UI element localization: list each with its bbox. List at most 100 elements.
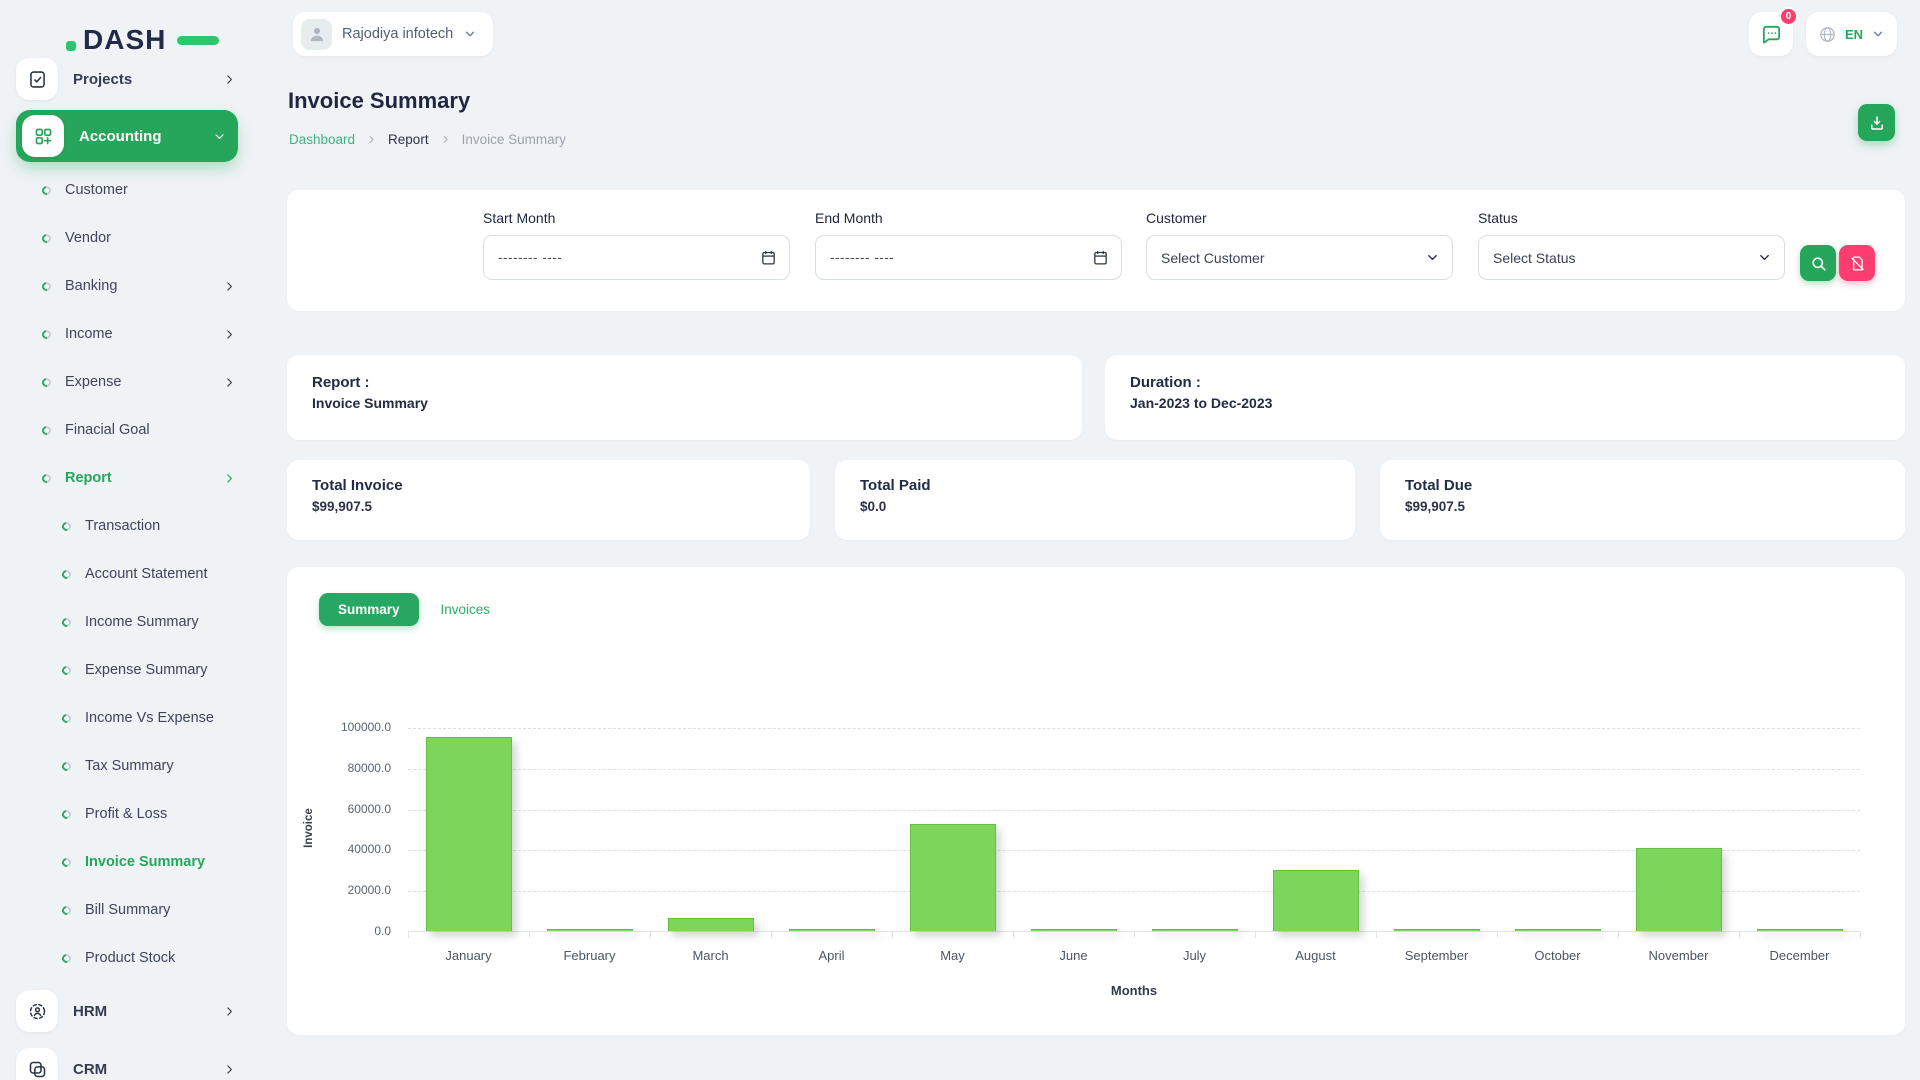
chevron-down-icon <box>1425 250 1440 265</box>
app-window: DASH Rajodiya infotech 0 EN Pro <box>0 0 1920 1080</box>
x-axis-tick <box>1376 931 1377 938</box>
sidebar-item-label: Bill Summary <box>85 902 170 918</box>
sidebar-item-income[interactable]: Income <box>16 310 238 358</box>
bar-may[interactable] <box>910 824 996 931</box>
bullet-icon <box>60 904 73 917</box>
total-paid-value: $0.0 <box>860 499 1330 514</box>
chevron-right-icon <box>223 328 236 341</box>
bar-july[interactable] <box>1152 929 1238 931</box>
x-axis-tick <box>771 931 772 938</box>
end-month-input[interactable] <box>815 235 1122 280</box>
calendar-icon[interactable] <box>1092 249 1109 266</box>
duration-value: Jan-2023 to Dec-2023 <box>1130 395 1880 411</box>
clear-filter-button[interactable] <box>1839 245 1875 281</box>
x-axis-label-february: February <box>529 948 650 963</box>
chevron-down-icon <box>463 27 477 41</box>
notification-badge: 0 <box>1779 7 1798 26</box>
x-axis-tick <box>1497 931 1498 938</box>
bar-november[interactable] <box>1636 848 1722 931</box>
start-month-value[interactable] <box>498 250 751 265</box>
sidebar-item-label: Income Summary <box>85 614 199 630</box>
x-axis-label-august: August <box>1255 948 1376 963</box>
sidebar-item-invoice-summary[interactable]: Invoice Summary <box>16 838 238 886</box>
breadcrumb-report[interactable]: Report <box>388 132 429 147</box>
sidebar-item-finacial-goal[interactable]: Finacial Goal <box>16 406 238 454</box>
sidebar-item-banking[interactable]: Banking <box>16 262 238 310</box>
sidebar-item-label: Expense Summary <box>85 662 208 678</box>
sidebar-item-expense[interactable]: Expense <box>16 358 238 406</box>
user-icon <box>307 24 327 44</box>
sidebar-item-accounting[interactable]: Accounting <box>16 110 238 162</box>
bar-october[interactable] <box>1515 929 1601 931</box>
x-axis-tick <box>1860 931 1861 938</box>
language-selector[interactable]: EN <box>1806 12 1897 56</box>
chat-bubble-icon <box>1760 23 1783 46</box>
bullet-icon <box>40 472 53 485</box>
y-axis-tick-label: 60000.0 <box>287 802 391 816</box>
sidebar-item-label: Report <box>65 470 112 486</box>
sidebar-item-label: Account Statement <box>85 566 208 582</box>
report-label: Report : <box>312 374 1057 391</box>
start-month-input[interactable] <box>483 235 790 280</box>
bar-september[interactable] <box>1394 929 1480 931</box>
hrm-icon <box>16 990 58 1032</box>
end-month-value[interactable] <box>830 250 1083 265</box>
bullet-icon <box>40 184 53 197</box>
y-axis-tick-label: 20000.0 <box>287 883 391 897</box>
customer-select-value: Select Customer <box>1161 250 1264 266</box>
sidebar-item-label: Transaction <box>85 518 160 534</box>
status-select-value: Select Status <box>1493 250 1576 266</box>
x-axis-label-january: January <box>408 948 529 963</box>
sidebar-item-crm[interactable]: CRM <box>16 1040 238 1080</box>
download-icon <box>1868 114 1886 132</box>
sidebar-item-report[interactable]: Report <box>16 454 238 502</box>
x-axis-title: Months <box>408 983 1860 998</box>
breadcrumb-separator-icon <box>366 134 377 145</box>
chevron-right-icon <box>223 472 236 485</box>
x-axis-label-may: May <box>892 948 1013 963</box>
sidebar-item-hrm[interactable]: HRM <box>16 982 238 1040</box>
bar-august[interactable] <box>1273 870 1359 931</box>
bar-december[interactable] <box>1757 929 1843 931</box>
company-selector[interactable]: Rajodiya infotech <box>293 12 493 56</box>
customer-select[interactable]: Select Customer <box>1146 235 1453 280</box>
sidebar-item-expense-summary[interactable]: Expense Summary <box>16 646 238 694</box>
sidebar-item-profit-loss[interactable]: Profit & Loss <box>16 790 238 838</box>
sidebar-item-vendor[interactable]: Vendor <box>16 214 238 262</box>
sidebar-item-label: Profit & Loss <box>85 806 167 822</box>
gridline <box>408 810 1860 811</box>
x-axis-tick <box>1013 931 1014 938</box>
bar-february[interactable] <box>547 929 633 931</box>
sidebar-item-transaction[interactable]: Transaction <box>16 502 238 550</box>
bar-june[interactable] <box>1031 929 1117 931</box>
x-axis-tick <box>1134 931 1135 938</box>
bar-march[interactable] <box>668 918 754 931</box>
sidebar-item-label: Product Stock <box>85 950 175 966</box>
sidebar-item-tax-summary[interactable]: Tax Summary <box>16 742 238 790</box>
bar-april[interactable] <box>789 929 875 931</box>
search-icon <box>1810 255 1827 272</box>
sidebar-item-product-stock[interactable]: Product Stock <box>16 934 238 982</box>
x-axis-label-december: December <box>1739 948 1860 963</box>
y-axis-tick-label: 0.0 <box>287 924 391 938</box>
sidebar-item-income-summary[interactable]: Income Summary <box>16 598 238 646</box>
sidebar-item-account-statement[interactable]: Account Statement <box>16 550 238 598</box>
apply-filter-button[interactable] <box>1800 245 1836 281</box>
sidebar-item-bill-summary[interactable]: Bill Summary <box>16 886 238 934</box>
bar-january[interactable] <box>426 737 512 931</box>
bullet-icon <box>60 856 73 869</box>
sidebar-item-projects[interactable]: Projects <box>16 50 238 108</box>
bullet-icon <box>40 280 53 293</box>
customer-field: Customer Select Customer <box>1146 210 1453 280</box>
total-invoice-value: $99,907.5 <box>312 499 785 514</box>
breadcrumb-dashboard[interactable]: Dashboard <box>289 132 355 147</box>
calendar-icon[interactable] <box>760 249 777 266</box>
total-paid-card: Total Paid $0.0 <box>835 460 1355 540</box>
sidebar-item-income-vs-expense[interactable]: Income Vs Expense <box>16 694 238 742</box>
status-select[interactable]: Select Status <box>1478 235 1785 280</box>
sidebar-item-label: Income <box>65 326 113 342</box>
export-button[interactable] <box>1858 104 1895 141</box>
sidebar-item-customer[interactable]: Customer <box>16 166 238 214</box>
messages-button[interactable]: 0 <box>1749 12 1793 56</box>
x-axis-tick <box>529 931 530 938</box>
